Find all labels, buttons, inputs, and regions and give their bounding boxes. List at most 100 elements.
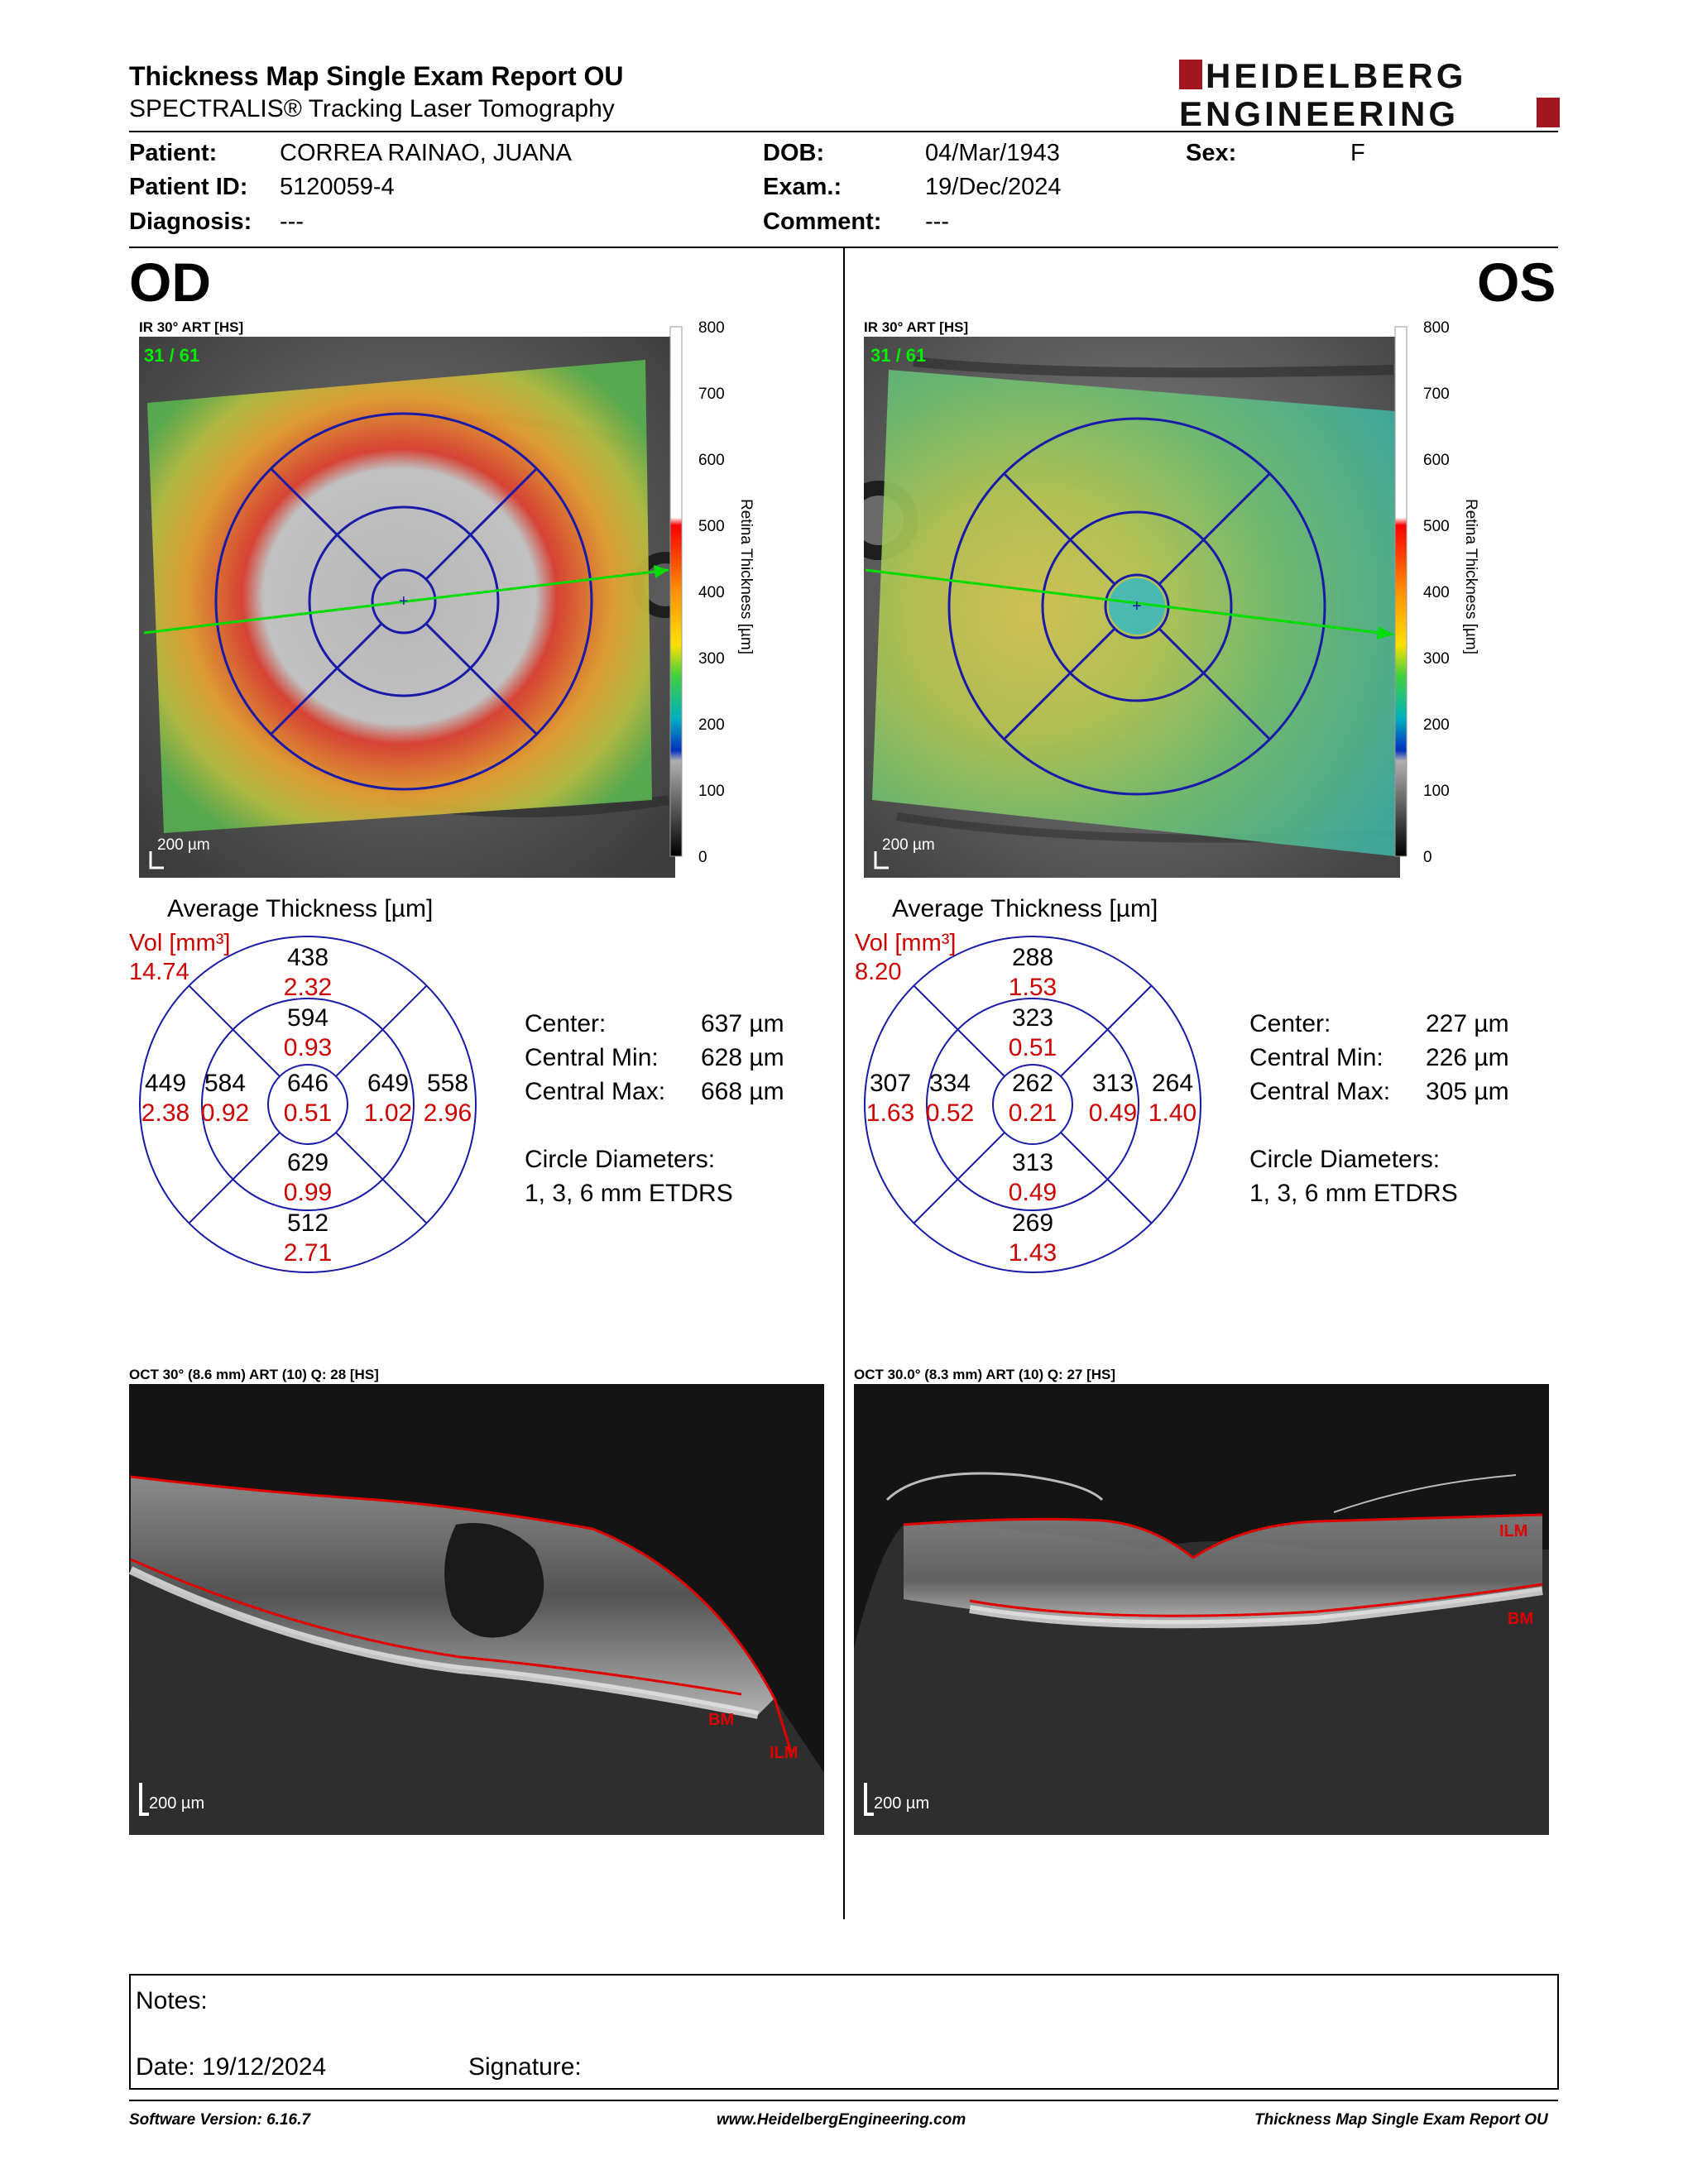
eye-label-od: OD [129,251,211,313]
od-etdrs-grid: 438 2.32 594 0.93 449 2.38 584 0.92 646 … [139,936,477,1273]
od-oct-bscan[interactable]: BM ILM 200 µm [129,1384,824,1835]
patient-id-label: Patient ID: [129,174,248,200]
svg-text:+: + [399,592,409,611]
os-map-etdrs-grid [947,417,1326,796]
os-outer-nasal-thickness: 264 [1152,1070,1193,1097]
os-circle-diameters-value: 1, 3, 6 mm ETDRS [1249,1180,1458,1207]
heidelberg-logo: HEIDELBERG ENGINEERING [1179,58,1560,132]
od-scan-line [143,568,669,635]
signature-label: Signature: [468,2053,582,2081]
os-central-max-value: 305 µm [1426,1078,1509,1105]
od-central-max-value: 668 µm [701,1078,784,1105]
os-inner-inferior-thickness: 313 [1012,1149,1053,1176]
logo-text-line1: HEIDELBERG [1206,58,1466,95]
report-subtitle: SPECTRALIS® Tracking Laser Tomography [129,95,615,122]
od-volume-label: Vol [mm³] [129,930,231,956]
od-inner-temporal-volume: 0.92 [201,1099,249,1127]
od-central-max-label: Central Max: [525,1078,666,1105]
os-thickness-map[interactable]: + 31 / 61 200 µm [864,337,1400,878]
od-cbar-tick-200: 200 [698,716,725,734]
eye-label-os: OS [1477,251,1556,313]
od-outer-superior-volume: 2.32 [284,974,332,1001]
os-avg-thickness-title: Average Thickness [µm] [892,895,1158,922]
dob-label: DOB: [763,140,825,166]
os-outer-temporal-thickness: 307 [870,1070,911,1097]
notes-box[interactable]: Notes: Date: 19/12/2024 Signature: [129,1974,1559,2090]
os-outer-superior-volume: 1.53 [1009,974,1057,1001]
diagnosis-value: --- [280,208,304,235]
os-center-thickness: 262 [1012,1070,1053,1097]
od-oct-scale: 200 µm [149,1794,204,1813]
os-frames: 31 / 61 [870,345,926,366]
od-cbar-tick-500: 500 [698,518,725,535]
od-cbar-tick-800: 800 [698,319,725,337]
os-oct-bscan[interactable]: ILM BM 200 µm [854,1384,1549,1835]
od-inner-superior-thickness: 594 [287,1004,328,1032]
od-center-volume: 0.51 [284,1099,332,1127]
od-outer-inferior-thickness: 512 [287,1209,328,1237]
od-map-scale: 200 µm [157,836,210,854]
od-inner-inferior-volume: 0.99 [284,1179,332,1206]
os-inner-nasal-volume: 0.49 [1089,1099,1137,1127]
os-etdrs-grid: 288 1.53 323 0.51 307 1.63 334 0.52 262 … [864,936,1201,1273]
os-colorbar-label: Retina Thickness [µm] [1462,499,1479,654]
od-bm-line [130,1558,742,1696]
os-colorbar: 800 700 600 500 400 300 200 100 0 Retina… [1394,319,1479,866]
os-bm-label: BM [1508,1610,1533,1628]
od-map-etdrs-grid [214,412,593,791]
od-cbar-tick-400: 400 [698,584,725,601]
os-volume-label: Vol [mm³] [855,930,957,956]
od-colorbar: 800 700 600 500 400 300 200 100 0 Retina… [669,319,755,866]
os-inner-superior-thickness: 323 [1012,1004,1053,1032]
os-outer-nasal-volume: 1.40 [1149,1099,1196,1127]
os-outer-inferior-thickness: 269 [1012,1209,1053,1237]
od-cbar-tick-0: 0 [698,849,707,866]
header-rule [129,131,1558,132]
od-cbar-tick-700: 700 [698,386,725,403]
comment-label: Comment: [763,208,882,235]
od-ilm-line [130,1475,793,1753]
os-ir-caption: IR 30° ART [HS] [864,319,969,335]
os-ilm-line [903,1513,1543,1559]
od-inner-nasal-thickness: 649 [367,1070,409,1097]
software-version: Software Version: 6.16.7 [129,2111,310,2129]
os-map-scale: 200 µm [882,836,935,854]
os-inner-temporal-thickness: 334 [929,1070,971,1097]
od-avg-thickness-title: Average Thickness [µm] [167,895,434,922]
od-total-volume: 14.74 [129,959,189,985]
os-scan-line [865,568,1394,636]
exam-label: Exam.: [763,174,842,200]
footer-report-name: Thickness Map Single Exam Report OU [1254,2111,1548,2129]
os-cbar-tick-800: 800 [1423,319,1450,337]
os-central-min-label: Central Min: [1249,1044,1383,1071]
od-thickness-map[interactable]: + 31 / 61 200 µm [139,337,675,878]
os-cbar-tick-400: 400 [1423,584,1450,601]
od-outer-inferior-volume: 2.71 [284,1239,332,1267]
logo-text-line2: ENGINEERING [1179,94,1459,132]
os-inner-temporal-volume: 0.52 [926,1099,974,1127]
os-central-min-value: 226 µm [1426,1044,1509,1071]
patient-id: 5120059-4 [280,174,395,200]
od-outer-temporal-thickness: 449 [145,1070,186,1097]
comment-value: --- [925,208,949,235]
dob-value: 04/Mar/1943 [925,140,1060,166]
date-label: Date: 19/12/2024 [136,2053,327,2081]
os-center-value: 227 µm [1426,1010,1509,1037]
website-link[interactable]: www.HeidelbergEngineering.com [717,2111,966,2129]
od-bm-label: BM [708,1711,734,1729]
os-cbar-tick-700: 700 [1423,386,1450,403]
info-rule [129,247,1558,248]
os-outer-superior-thickness: 288 [1012,944,1053,971]
od-cbar-tick-600: 600 [698,452,725,469]
od-cbar-tick-300: 300 [698,650,725,668]
os-cbar-tick-600: 600 [1423,452,1450,469]
os-center-label: Center: [1249,1010,1331,1037]
os-oct-caption: OCT 30.0° (8.3 mm) ART (10) Q: 27 [HS] [854,1367,1116,1382]
os-total-volume: 8.20 [855,959,902,985]
os-cbar-tick-500: 500 [1423,518,1450,535]
od-colorbar-label: Retina Thickness [µm] [737,499,755,654]
os-central-max-label: Central Max: [1249,1078,1391,1105]
od-inner-superior-volume: 0.93 [284,1034,332,1061]
diagnosis-label: Diagnosis: [129,208,252,235]
od-central-min-label: Central Min: [525,1044,659,1071]
